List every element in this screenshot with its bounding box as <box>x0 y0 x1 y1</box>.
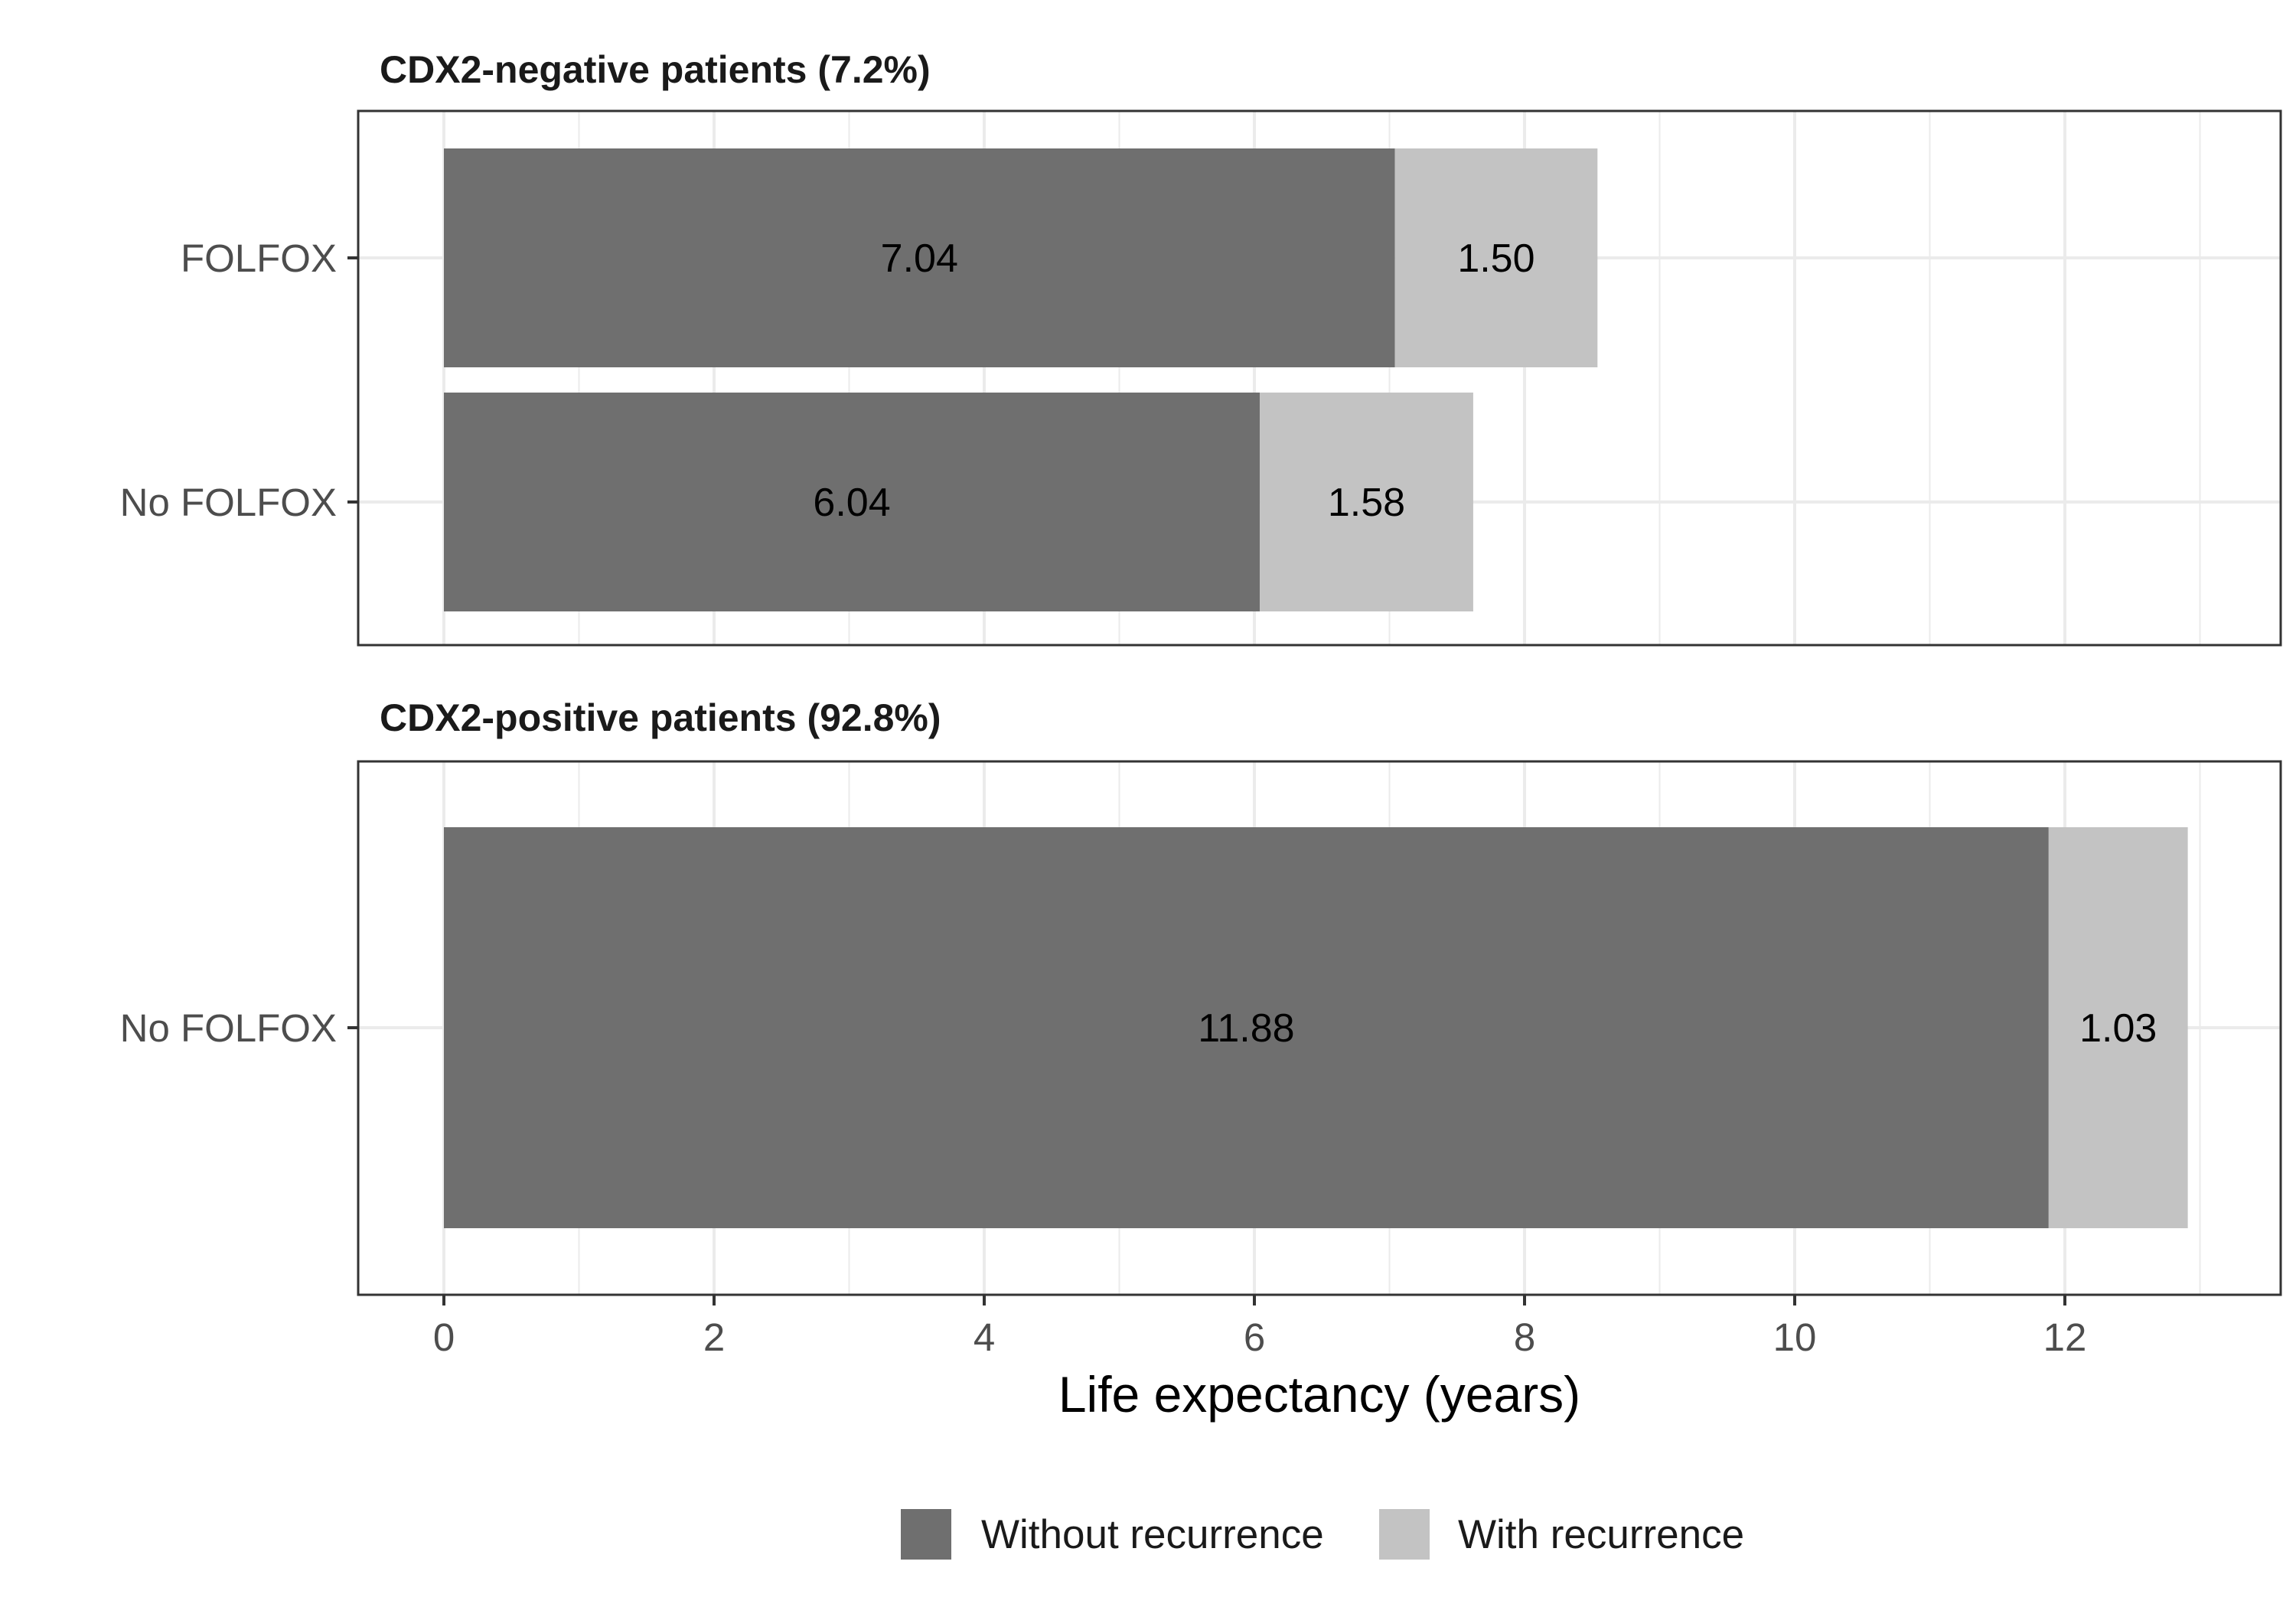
y-tick-label: No FOLFOX <box>120 481 337 524</box>
x-tick-label: 6 <box>1244 1315 1265 1359</box>
panel-title: CDX2-positive patients (92.8%) <box>380 696 941 739</box>
legend-swatch-without-recurrence <box>901 1509 951 1560</box>
panel-border <box>357 760 2282 1296</box>
y-tick-label: No FOLFOX <box>120 1006 337 1050</box>
x-tick-label: 12 <box>2043 1315 2087 1359</box>
panel-border <box>357 109 2282 647</box>
x-tick-label: 0 <box>433 1315 455 1359</box>
x-tick-label: 10 <box>1773 1315 1817 1359</box>
bar-without-recurrence <box>444 148 1395 367</box>
x-tick-label: 2 <box>703 1315 725 1359</box>
panel-title: CDX2-negative patients (7.2%) <box>380 48 931 91</box>
y-tick-label: FOLFOX <box>181 236 337 280</box>
bar-value-label: 7.04 <box>881 236 958 281</box>
bar-without-recurrence <box>444 393 1261 611</box>
x-axis-title: Life expectancy (years) <box>1058 1366 1580 1423</box>
bar-value-label: 1.58 <box>1328 481 1405 525</box>
legend-label: With recurrence <box>1458 1512 1744 1557</box>
bar-with-recurrence <box>1394 148 1598 367</box>
bar-value-label: 11.88 <box>1198 1006 1294 1051</box>
bar-value-label: 1.50 <box>1457 236 1534 281</box>
bar-without-recurrence <box>444 827 2049 1228</box>
x-tick-label: 8 <box>1514 1315 1535 1359</box>
bar-value-label: 1.03 <box>2079 1006 2157 1051</box>
legend-label: Without recurrence <box>981 1512 1324 1557</box>
x-tick-label: 4 <box>974 1315 995 1359</box>
bar-value-label: 6.04 <box>813 481 890 525</box>
bar-with-recurrence <box>1260 393 1473 611</box>
legend-swatch-with-recurrence <box>1379 1509 1430 1560</box>
bar-with-recurrence <box>2048 827 2188 1228</box>
